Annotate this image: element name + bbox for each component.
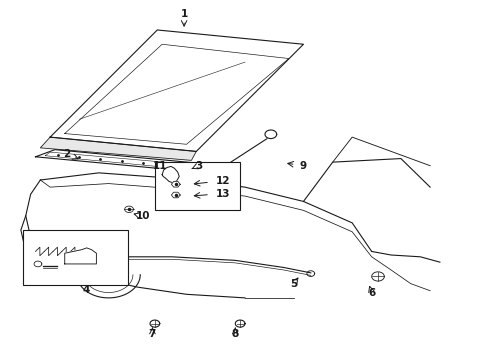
Polygon shape (172, 192, 180, 198)
Text: 13: 13 (216, 189, 230, 199)
Text: 8: 8 (232, 329, 239, 339)
Text: 11: 11 (152, 161, 167, 171)
Polygon shape (40, 137, 196, 160)
Polygon shape (65, 248, 97, 264)
Polygon shape (172, 181, 180, 187)
Text: 6: 6 (368, 288, 375, 297)
Text: 4: 4 (83, 285, 90, 295)
Text: 7: 7 (149, 329, 156, 339)
Polygon shape (265, 130, 277, 139)
Text: 10: 10 (135, 211, 150, 221)
Bar (24, 230, 128, 285)
Text: 3: 3 (195, 161, 202, 171)
Text: 5: 5 (290, 279, 297, 289)
Text: 2: 2 (64, 149, 71, 159)
Text: 9: 9 (300, 161, 307, 171)
Text: 12: 12 (216, 176, 230, 186)
Polygon shape (50, 30, 303, 152)
Bar (155, 162, 240, 210)
Text: 1: 1 (180, 9, 188, 19)
Polygon shape (35, 150, 206, 171)
